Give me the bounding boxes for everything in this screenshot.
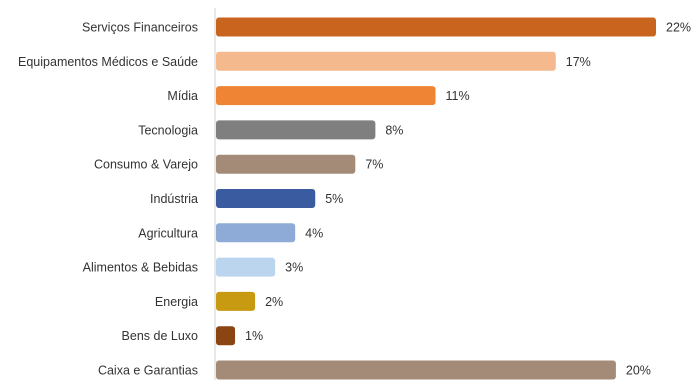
value-label: 2%	[265, 295, 283, 309]
value-label: 22%	[666, 21, 691, 35]
value-label: 7%	[365, 158, 383, 172]
bar	[216, 17, 656, 37]
bar	[216, 154, 356, 174]
value-label: 1%	[245, 329, 263, 343]
category-label: Mídia	[167, 89, 198, 103]
category-label: Alimentos & Bebidas	[83, 261, 198, 275]
value-label: 20%	[626, 364, 651, 378]
bar	[216, 360, 616, 380]
value-label: 3%	[285, 261, 303, 275]
value-label: 17%	[566, 55, 591, 69]
category-label: Consumo & Varejo	[94, 158, 198, 172]
bar	[216, 51, 556, 71]
category-label: Tecnologia	[138, 123, 198, 137]
category-label: Caixa e Garantias	[98, 364, 198, 378]
category-label: Equipamentos Médicos e Saúde	[18, 55, 198, 69]
bar	[216, 86, 436, 106]
bar	[216, 326, 236, 346]
bar	[216, 223, 296, 243]
value-label: 4%	[305, 226, 323, 240]
value-label: 11%	[446, 89, 470, 103]
category-label: Energia	[155, 295, 198, 309]
category-label: Serviços Financeiros	[82, 21, 198, 35]
bars-group: Serviços Financeiros 22% Equipamentos Médi…	[18, 17, 691, 380]
bar	[216, 291, 256, 311]
value-label: 5%	[325, 192, 343, 206]
bar	[216, 120, 376, 140]
category-label: Agricultura	[138, 226, 198, 240]
bar	[216, 257, 276, 277]
category-label: Bens de Luxo	[122, 329, 198, 343]
value-label: 8%	[385, 123, 403, 137]
bar	[216, 189, 316, 208]
category-label: Indústria	[150, 192, 198, 206]
